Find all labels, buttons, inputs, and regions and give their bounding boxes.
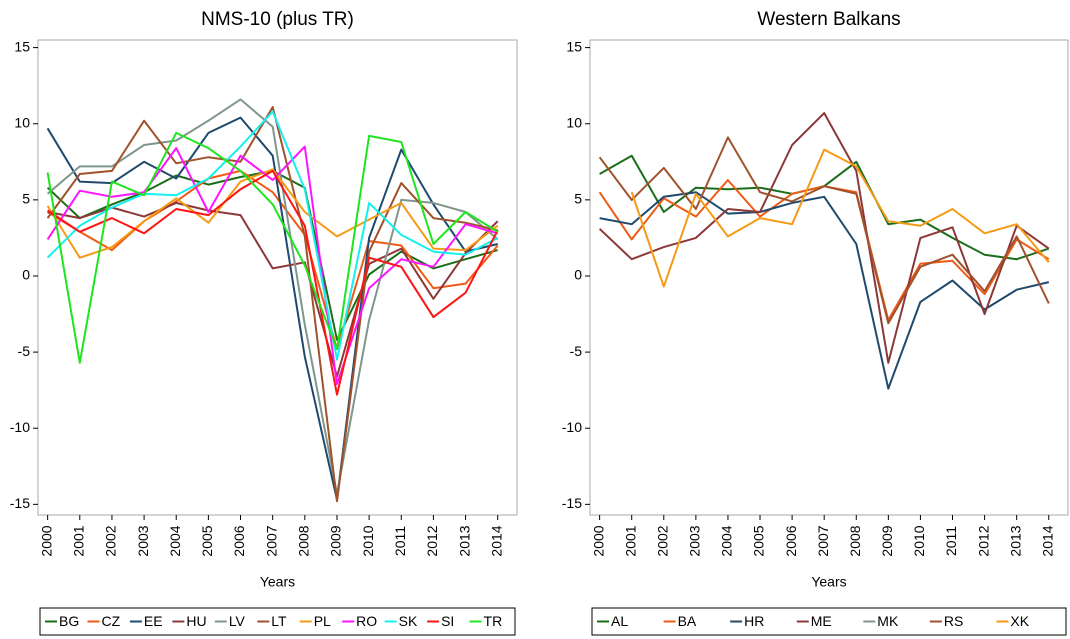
y-tick-label: -5 bbox=[570, 343, 583, 359]
series-line bbox=[46, 116, 498, 501]
series-line bbox=[46, 131, 499, 364]
series-line bbox=[47, 169, 499, 351]
series-line bbox=[46, 168, 499, 259]
x-tick-label: 2003 bbox=[687, 525, 703, 556]
legend-label: RS bbox=[944, 613, 963, 629]
series-line bbox=[46, 106, 498, 503]
y-tick-label: 0 bbox=[574, 267, 582, 283]
legend-label: BG bbox=[59, 613, 79, 629]
series-line bbox=[599, 191, 1050, 390]
x-tick-label: 2000 bbox=[590, 525, 606, 556]
chart-title: Western Balkans bbox=[757, 9, 900, 30]
legend-label: XK bbox=[1010, 613, 1029, 629]
x-tick-label: 2001 bbox=[622, 525, 638, 556]
y-tick-label: 10 bbox=[566, 114, 582, 130]
x-tick-label: 2006 bbox=[231, 525, 247, 556]
legend-label: HR bbox=[744, 613, 764, 629]
x-tick-label: 2009 bbox=[879, 525, 895, 556]
x-tick-label: 2012 bbox=[975, 525, 991, 556]
series-line bbox=[598, 112, 1050, 364]
legend-label: BA bbox=[678, 613, 697, 629]
x-tick-label: 2002 bbox=[103, 525, 119, 556]
x-tick-label: 2013 bbox=[1007, 525, 1023, 556]
series-line bbox=[47, 201, 499, 378]
chart-title: NMS-10 (plus TR) bbox=[201, 9, 354, 30]
series-line bbox=[46, 98, 499, 495]
x-tick-label: 2009 bbox=[328, 525, 344, 556]
y-tick-label: -10 bbox=[10, 419, 30, 435]
x-tick-label: 2002 bbox=[654, 525, 670, 556]
y-tick-label: 5 bbox=[22, 191, 30, 207]
legend-label: TR bbox=[484, 613, 503, 629]
legend-label: MK bbox=[877, 613, 899, 629]
y-tick-label: 15 bbox=[14, 38, 30, 54]
legend-label: EE bbox=[144, 613, 163, 629]
y-tick-label: 0 bbox=[22, 267, 30, 283]
series-line bbox=[598, 136, 1050, 325]
legend-label: CZ bbox=[101, 613, 120, 629]
x-axis-label: Years bbox=[260, 574, 295, 590]
legend-label: RO bbox=[356, 613, 377, 629]
legend-label: SK bbox=[399, 613, 418, 629]
legend-label: ME bbox=[811, 613, 832, 629]
x-tick-label: 2011 bbox=[392, 526, 408, 556]
x-tick-label: 2012 bbox=[424, 525, 440, 556]
x-tick-label: 2004 bbox=[167, 525, 183, 556]
series-line bbox=[46, 145, 498, 386]
x-tick-label: 2011 bbox=[943, 526, 959, 556]
x-tick-label: 2010 bbox=[360, 525, 376, 556]
x-tick-label: 2013 bbox=[456, 525, 472, 556]
x-tick-label: 2005 bbox=[751, 525, 767, 556]
y-tick-label: 15 bbox=[566, 38, 582, 54]
legend-label: LV bbox=[229, 613, 246, 629]
x-tick-label: 2014 bbox=[1039, 525, 1055, 556]
legend-label: HU bbox=[186, 613, 206, 629]
y-tick-label: 10 bbox=[14, 114, 30, 130]
series-line bbox=[47, 169, 499, 396]
y-tick-label: -5 bbox=[18, 343, 31, 359]
legend-label: PL bbox=[314, 613, 331, 629]
x-tick-label: 2008 bbox=[847, 525, 863, 556]
x-tick-label: 2006 bbox=[783, 525, 799, 556]
series-line bbox=[630, 148, 1050, 288]
plot-area bbox=[589, 39, 1069, 516]
x-tick-label: 2000 bbox=[38, 525, 54, 556]
series-line bbox=[46, 110, 499, 361]
y-tick-label: -10 bbox=[562, 419, 582, 435]
plot-area bbox=[37, 39, 518, 516]
x-tick-label: 2007 bbox=[815, 525, 831, 556]
x-tick-label: 2003 bbox=[135, 525, 151, 556]
x-tick-label: 2014 bbox=[488, 525, 504, 556]
y-tick-label: 5 bbox=[574, 191, 582, 207]
y-tick-label: -15 bbox=[562, 495, 582, 511]
legend-label: AL bbox=[611, 613, 628, 629]
x-tick-label: 2008 bbox=[296, 525, 312, 556]
x-tick-label: 2010 bbox=[911, 525, 927, 556]
x-axis-label: Years bbox=[811, 574, 846, 590]
x-tick-label: 2001 bbox=[70, 525, 86, 556]
x-tick-label: 2007 bbox=[263, 525, 279, 556]
x-tick-label: 2004 bbox=[719, 525, 735, 556]
legend-label: LT bbox=[271, 613, 287, 629]
x-tick-label: 2005 bbox=[199, 525, 215, 556]
y-tick-label: -15 bbox=[10, 495, 30, 511]
legend-label: SI bbox=[441, 613, 454, 629]
